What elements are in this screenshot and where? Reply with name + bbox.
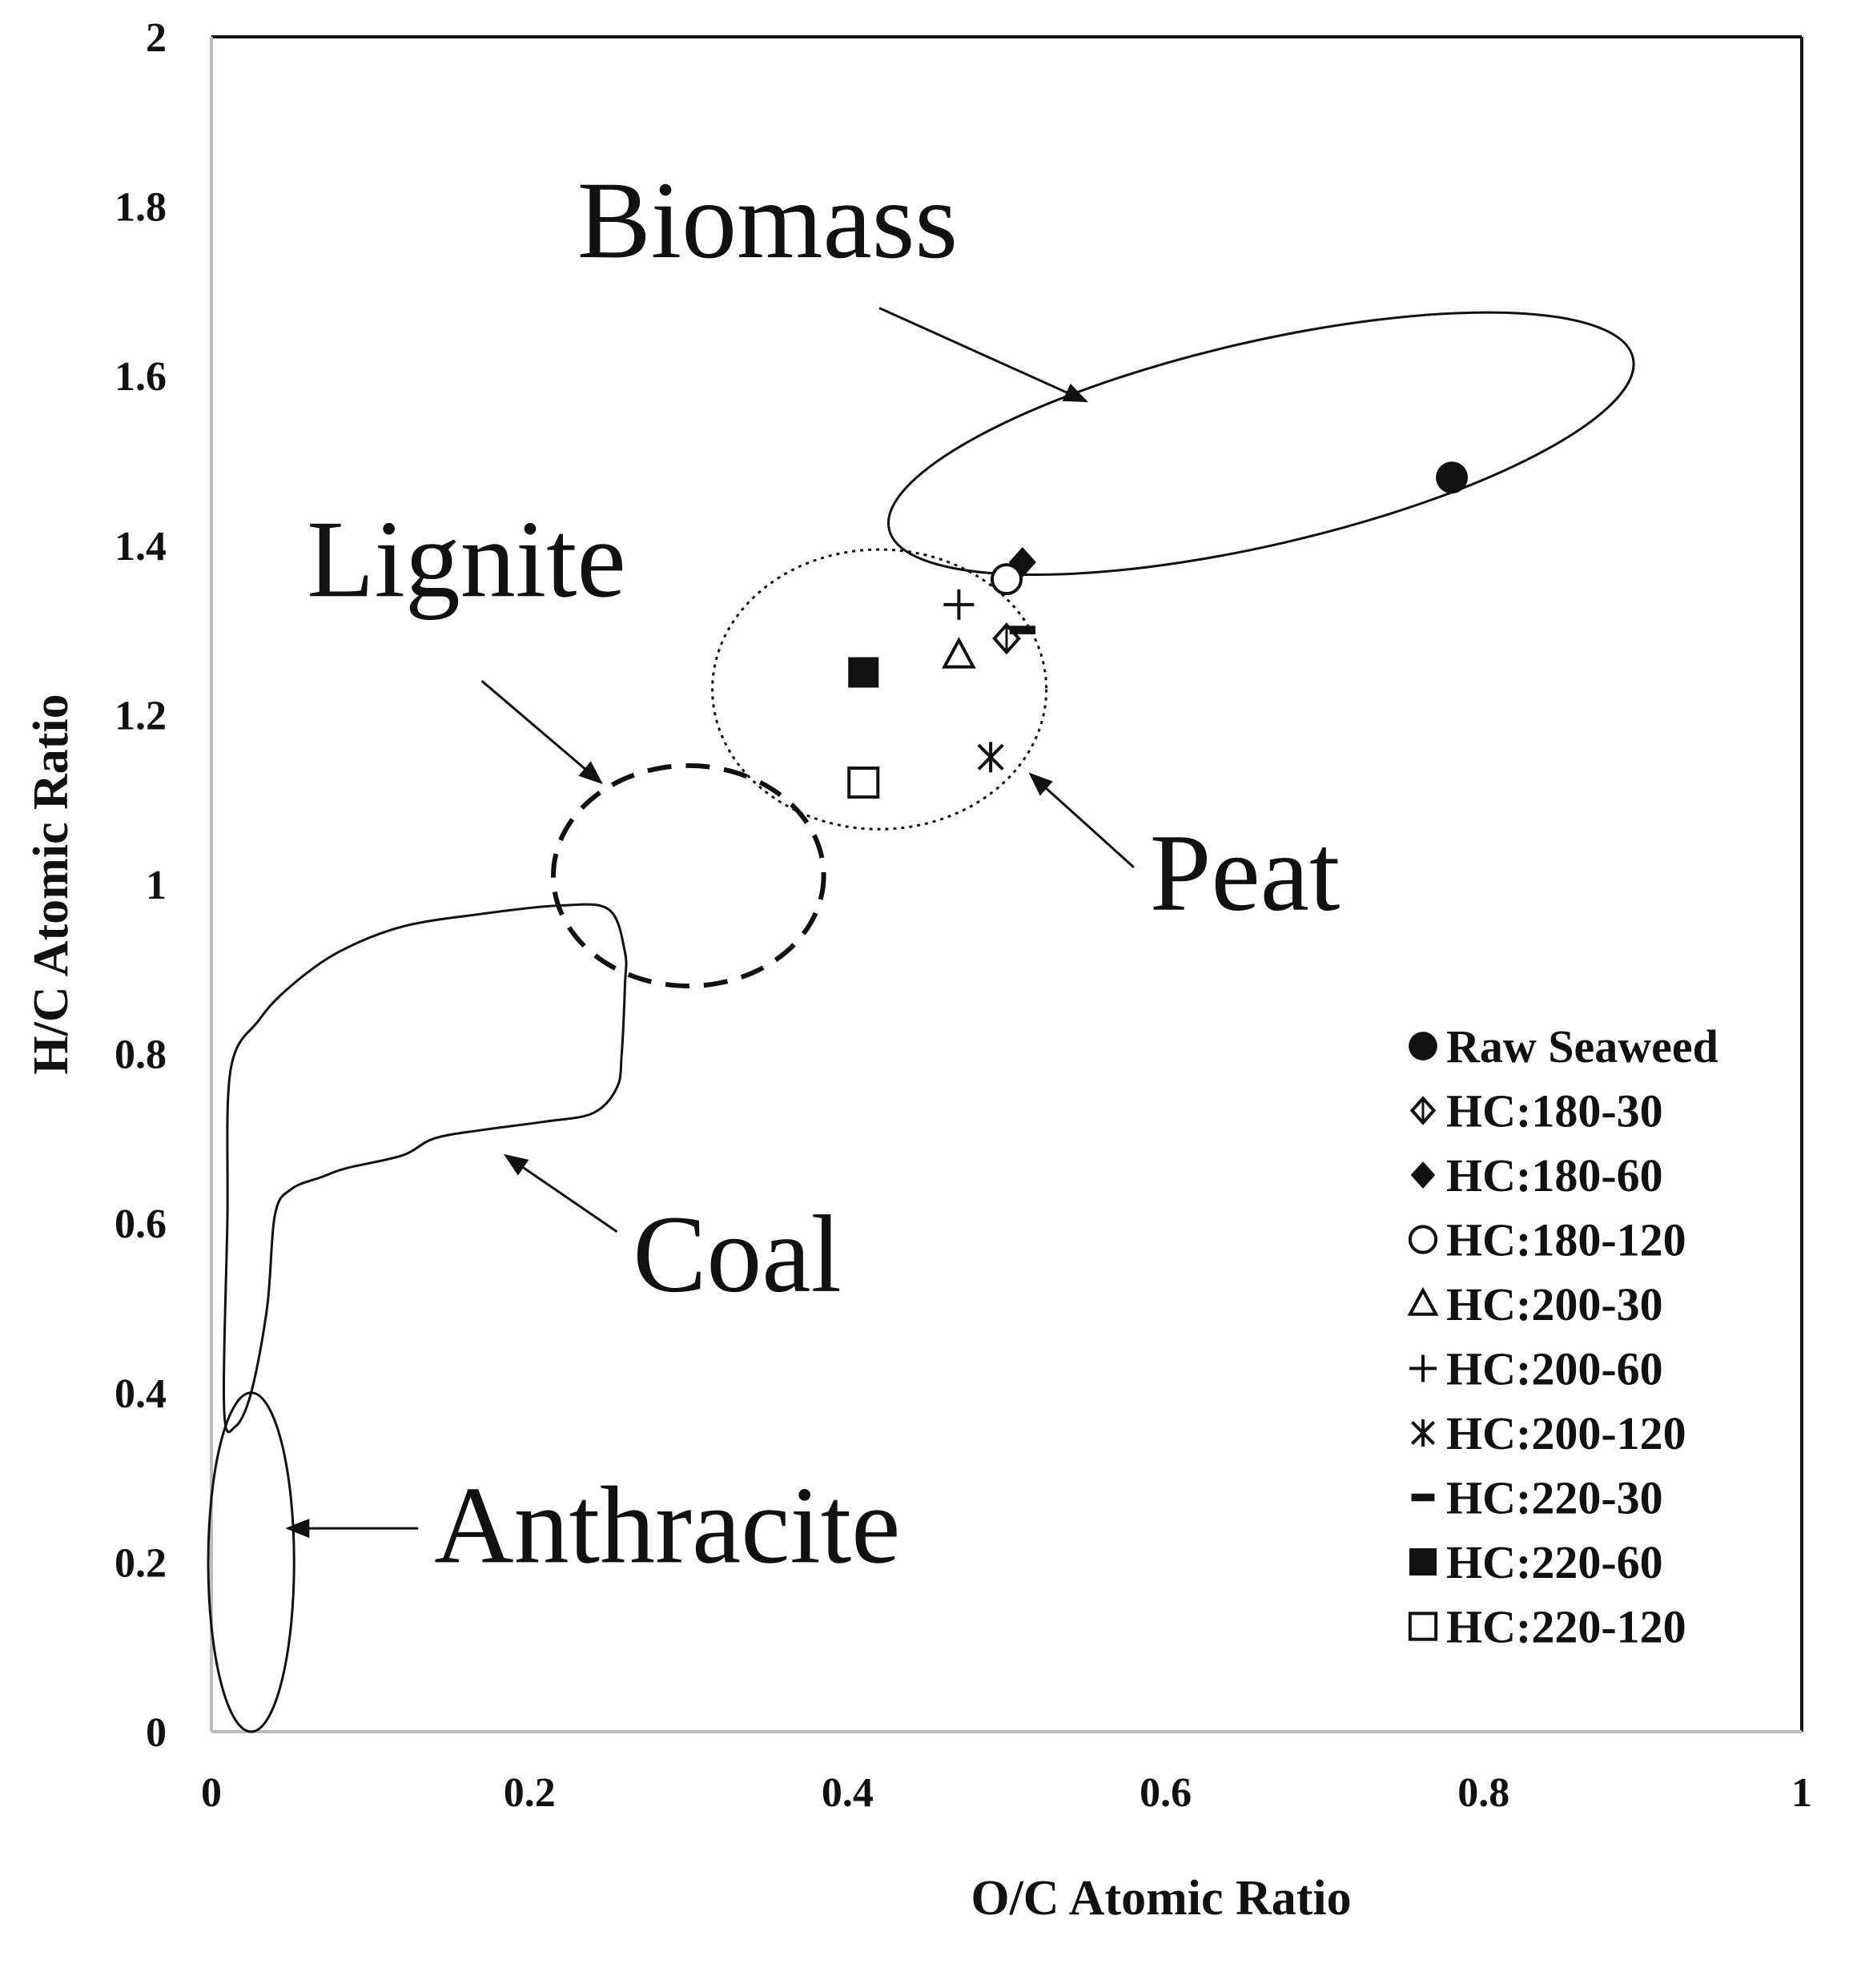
legend-marker-hc-220-60 [1409, 1548, 1437, 1576]
regions [207, 311, 1635, 1733]
arrow-peat [1028, 772, 1135, 868]
label-biomass: Biomass [577, 159, 958, 281]
x-axis-title: O/C Atomic Ratio [971, 1871, 1351, 1926]
point-hc-200-30 [942, 637, 976, 669]
legend-marker-hc-180-60 [1410, 1161, 1436, 1189]
region-peat [711, 548, 1048, 831]
arrow-lignite [480, 679, 603, 784]
legend-label: HC:180-120 [1446, 1214, 1686, 1266]
legend-marker-hc-200-30 [1407, 1286, 1439, 1316]
x-tick-label: 0.6 [1140, 1770, 1192, 1816]
label-anthracite: Anthracite [434, 1463, 900, 1586]
point-hc-200-60 [943, 589, 975, 620]
legend-label: HC:200-30 [1446, 1278, 1663, 1330]
arrow-coal [503, 1153, 618, 1233]
legend-label: HC:180-60 [1446, 1149, 1663, 1201]
y-tick-label: 0.2 [115, 1540, 167, 1586]
legend-marker-hc-220-30 [1411, 1493, 1435, 1502]
legend-marker-raw-seaweed [1409, 1032, 1437, 1060]
legend-marker-hc-180-30 [1409, 1096, 1437, 1125]
label-coal: Coal [633, 1193, 842, 1315]
legend-label: HC:220-30 [1446, 1472, 1663, 1524]
point-hc-220-60 [848, 657, 879, 688]
label-peat: Peat [1150, 811, 1341, 934]
y-tick-label: 1.6 [115, 354, 167, 400]
x-tick-label: 0.2 [504, 1770, 556, 1816]
y-tick-label: 0.6 [115, 1201, 167, 1247]
plot-frame [210, 35, 1803, 1733]
region-lignite [550, 763, 826, 988]
x-axis-ticks: 0 0.2 0.4 0.6 0.8 1 [201, 1770, 1812, 1816]
legend-label: HC:220-60 [1446, 1536, 1663, 1588]
x-tick-label: 0 [201, 1770, 222, 1816]
y-tick-label: 1.4 [115, 524, 167, 569]
legend-label: HC:180-30 [1446, 1085, 1663, 1137]
legend-label: HC:200-60 [1446, 1343, 1663, 1395]
y-tick-label: 0.8 [115, 1032, 167, 1078]
legend-marker-hc-200-120 [1410, 1419, 1436, 1447]
data-points [847, 461, 1469, 799]
y-axis-title: H/C Atomic Ratio [24, 694, 78, 1074]
legend-label: Raw Seaweed [1446, 1020, 1718, 1072]
region-coal [223, 903, 628, 1434]
y-tick-label: 2 [146, 15, 167, 61]
y-axis-ticks: 0 0.2 0.4 0.6 0.8 1 1.2 1.4 1.6 1.8 2 [115, 15, 167, 1756]
legend-marker-hc-200-60 [1409, 1354, 1437, 1382]
y-tick-label: 1.2 [115, 693, 167, 738]
point-hc-180-120 [990, 563, 1023, 596]
legend-marker-hc-220-120 [1408, 1612, 1438, 1641]
y-tick-label: 0 [146, 1710, 167, 1756]
label-lignite: Lignite [307, 497, 626, 620]
legend-label: HC:220-120 [1446, 1601, 1686, 1653]
point-hc-220-120 [847, 766, 880, 799]
point-hc-220-30 [1009, 626, 1036, 634]
x-tick-label: 1 [1791, 1770, 1812, 1816]
annotations: Biomass Lignite Peat Coal Anthracite [285, 159, 1341, 1586]
x-tick-label: 0.8 [1457, 1770, 1509, 1816]
y-tick-label: 1.8 [115, 185, 167, 231]
y-tick-label: 0.4 [115, 1371, 167, 1417]
arrow-biomass [878, 307, 1089, 403]
legend-label: HC:200-120 [1446, 1407, 1686, 1459]
point-raw-seaweed [1436, 461, 1469, 494]
x-tick-label: 0.4 [822, 1770, 874, 1816]
region-anthracite [207, 1391, 295, 1733]
region-biomass [886, 311, 1635, 577]
legend-marker-hc-180-120 [1408, 1225, 1438, 1254]
y-tick-label: 1 [146, 863, 167, 908]
legend: Raw Seaweed HC:180-30 HC:180-60 HC:180-120 H… [1407, 1020, 1718, 1653]
point-hc-200-120 [977, 742, 1004, 773]
